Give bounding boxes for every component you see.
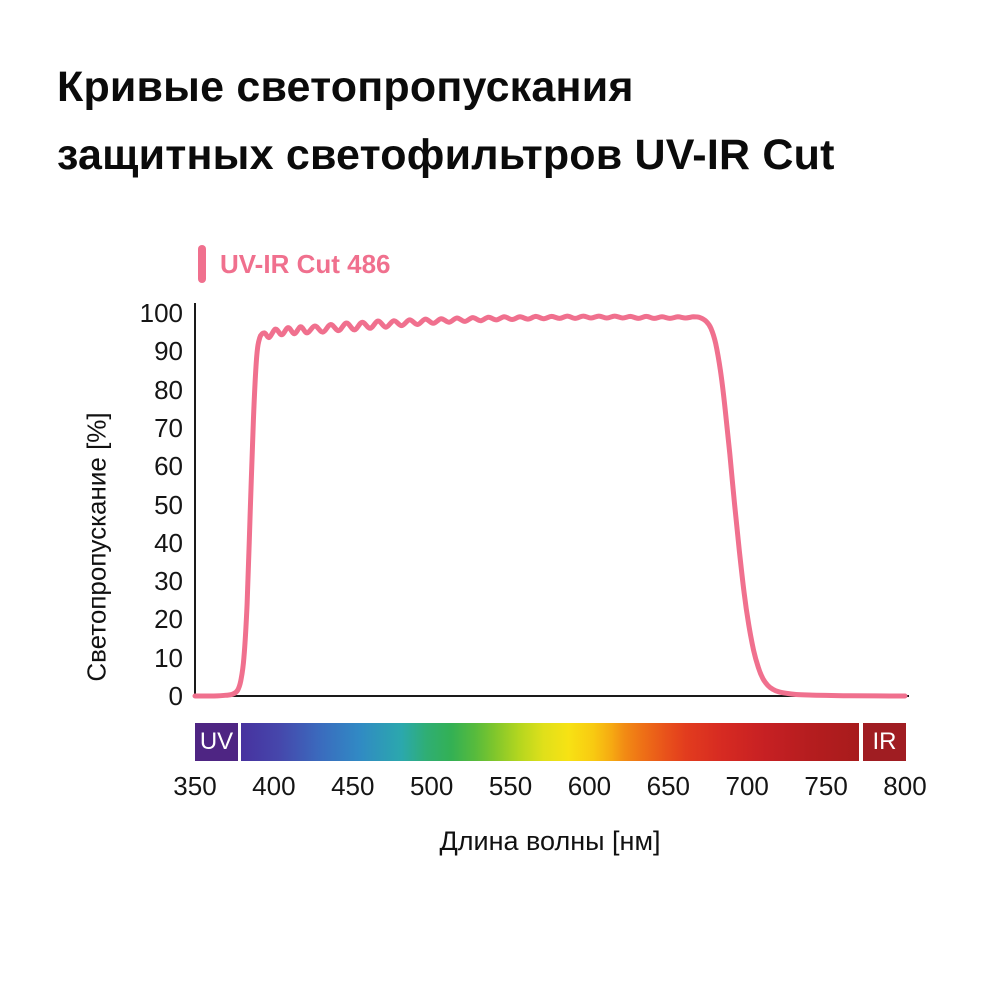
page-title-line-1: Кривые светопропускания [57,63,634,111]
x-tick-label: 650 [646,771,691,801]
x-tick-label: 350 [173,771,217,801]
y-tick-label: 10 [154,642,183,673]
x-tick-label: 750 [804,771,848,801]
y-tick-label: 50 [154,489,183,520]
y-tick-label: 90 [154,336,183,367]
spectrum-gap [859,723,863,761]
y-tick-label: 30 [154,566,183,597]
x-axis-label: Длина волны [нм] [439,826,661,856]
visible-spectrum-gradient [241,723,859,761]
x-tick-label: 600 [567,771,612,801]
spectrum-gap [238,723,241,761]
y-tick-label: 100 [139,298,183,328]
y-axis-label: Светопропускание [%] [81,412,112,682]
y-tick-label: 20 [154,604,183,635]
x-tick-label: 450 [331,771,375,801]
uv-band: UV [195,723,238,761]
x-tick-label: 700 [725,771,769,801]
x-tick-label: 500 [409,771,454,801]
legend: UV-IR Cut 486 [198,243,391,285]
y-tick-label: 0 [168,681,183,711]
y-tick-label: 40 [154,527,183,558]
y-tick-label: 80 [154,374,183,405]
y-tick-label: 70 [154,412,183,443]
page-title-line-2: защитных светофильтров UV-IR Cut [57,131,835,179]
legend-label: UV-IR Cut 486 [220,248,391,279]
transmission-curve [192,313,908,699]
page-title: Кривые светопропускания защитных светофи… [57,53,835,189]
x-tick-label: 400 [252,771,296,801]
wavelength-spectrum-bar: UV IR [195,723,906,761]
y-tick-label: 60 [154,451,183,482]
x-tick-label: 800 [883,771,927,801]
x-tick-label: 550 [488,771,533,801]
legend-color-swatch [198,245,206,283]
ir-band: IR [863,723,906,761]
